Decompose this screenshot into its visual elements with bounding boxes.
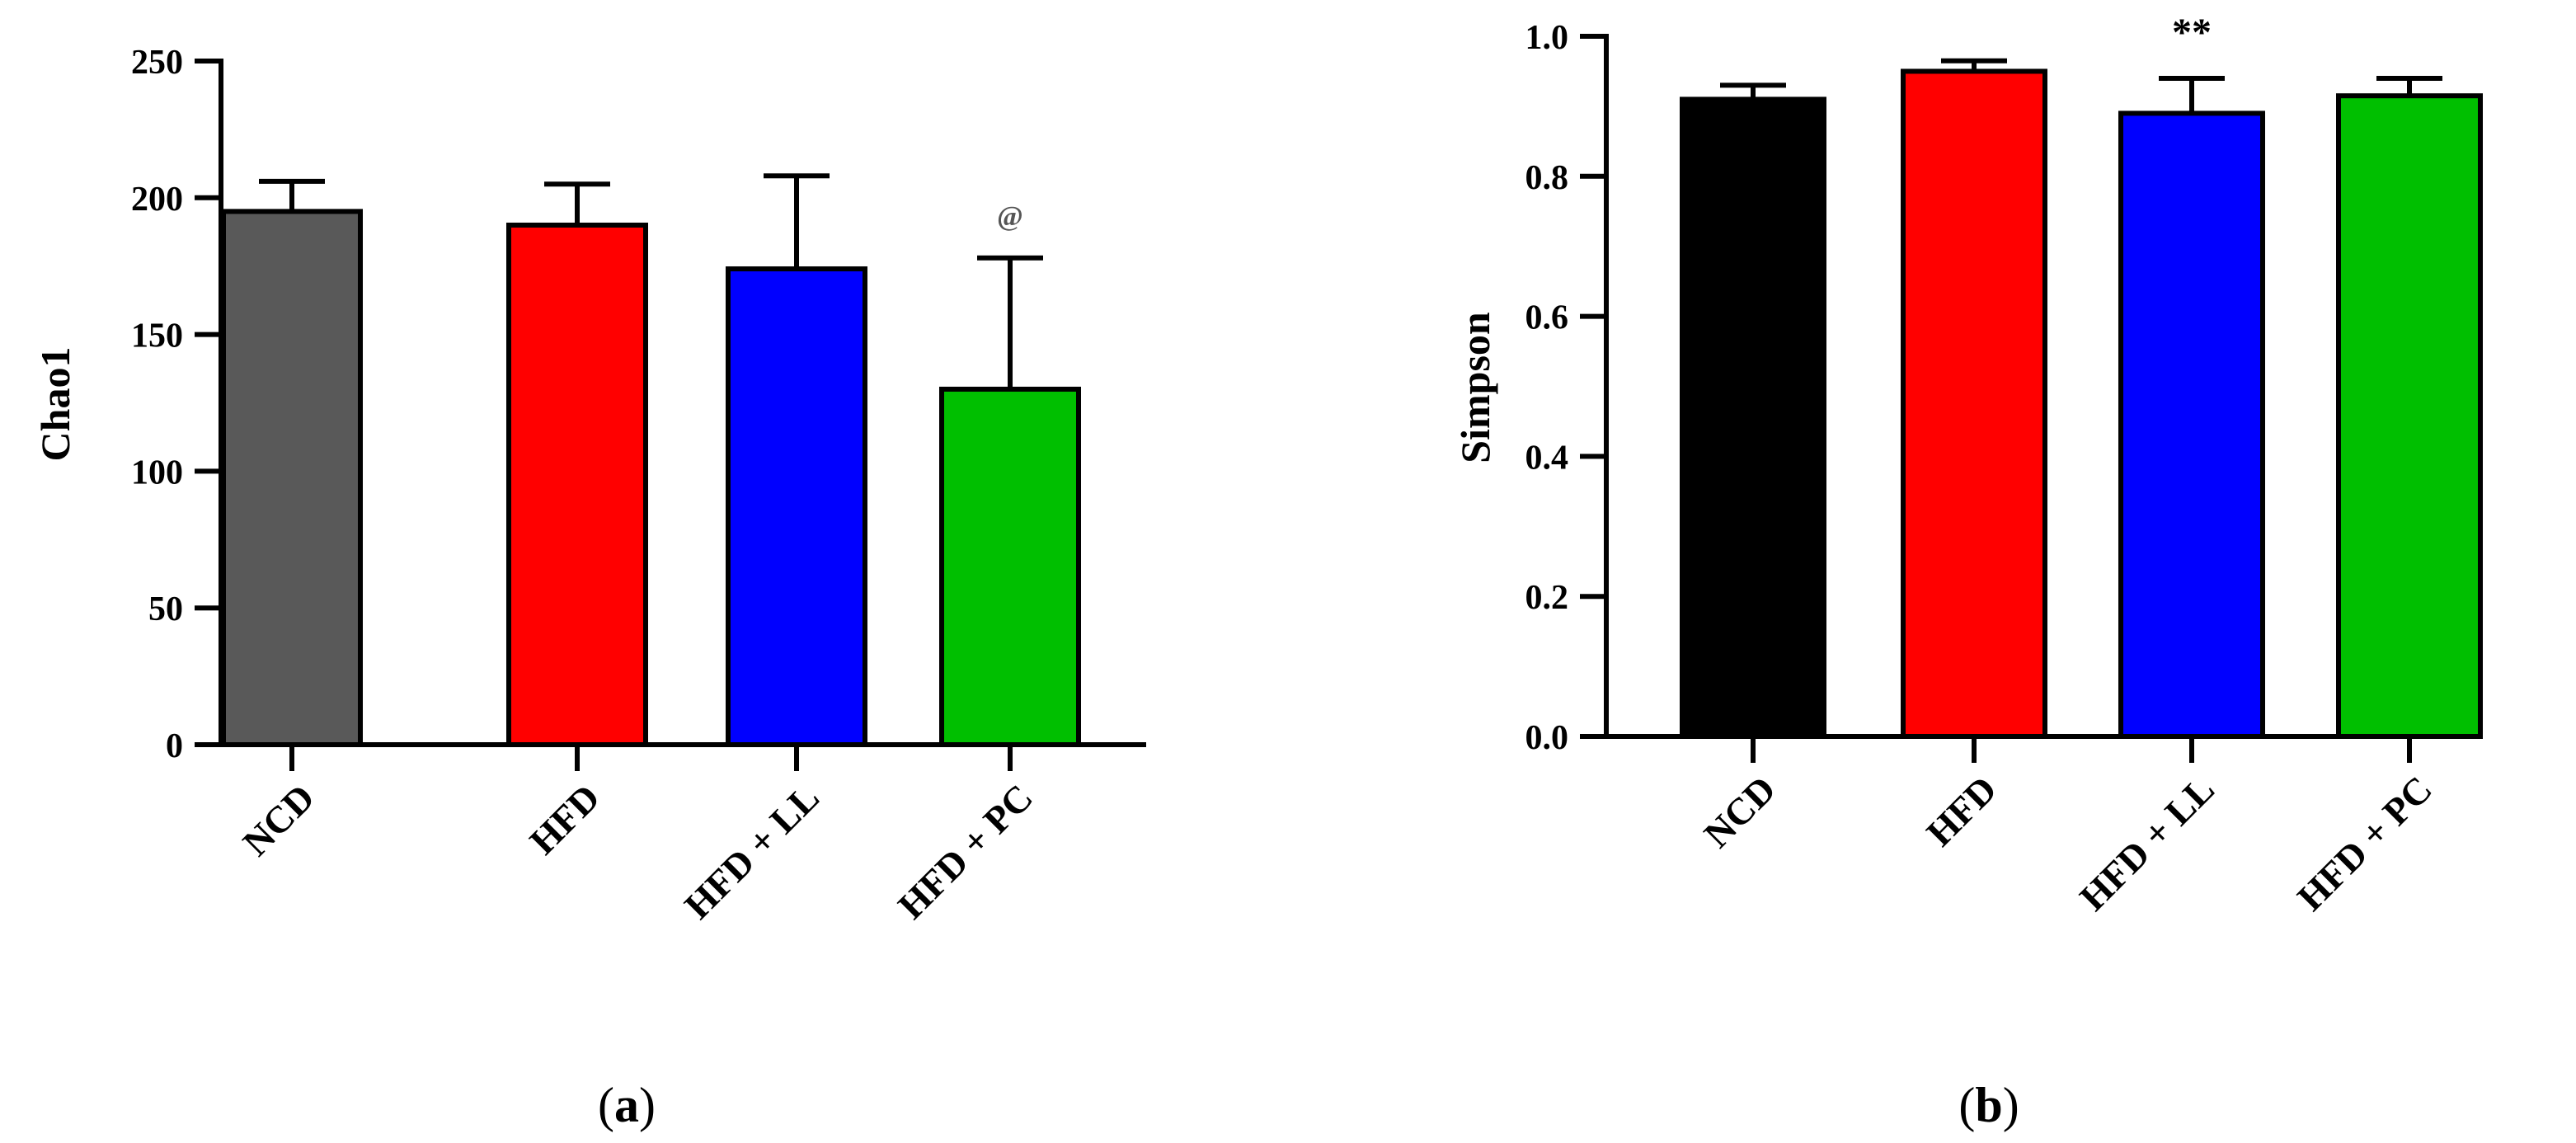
x-tick-label: HFD + LL: [2071, 768, 2222, 919]
x-tick-label: HFD + LL: [676, 776, 827, 927]
x-tick-label: NCD: [1696, 768, 1784, 856]
y-tick-label: 0: [166, 727, 183, 765]
y-tick-label: 250: [131, 44, 183, 82]
y-axis-label: Simpson: [1452, 312, 1498, 463]
panel-label-close: ): [639, 1078, 656, 1132]
panel-label-letter: a: [614, 1078, 639, 1132]
y-tick-label: 150: [131, 318, 183, 355]
y-tick-label: 200: [131, 181, 183, 219]
chart-panel-b: ** 0.0 0.2 0.4 0.6 0.8 1.0 NCD HFD HFD + LL HFD + …: [1452, 11, 2483, 1132]
significance-label: **: [2172, 11, 2212, 54]
panel-label: (b): [1958, 1078, 2019, 1132]
bar: [939, 386, 1081, 747]
panel-label-open: (: [1958, 1078, 1975, 1132]
y-tick-label: 100: [131, 454, 183, 492]
y-tick-label: 0.0: [1525, 719, 1569, 757]
y-tick-label: 0.8: [1525, 159, 1569, 197]
bar: [726, 266, 867, 747]
y-tick-label: 0.6: [1525, 299, 1569, 337]
bar: [221, 209, 363, 747]
panel-label-open: (: [598, 1078, 614, 1132]
y-tick-label: 50: [148, 590, 183, 628]
y-tick-label: 1.0: [1525, 19, 1569, 57]
x-tick-label: HFD + PC: [2289, 768, 2440, 919]
panel-label-close: ): [2003, 1078, 2019, 1132]
panel-label: (a): [598, 1078, 656, 1132]
bar: [1680, 96, 1826, 740]
x-tick-label: NCD: [235, 776, 323, 864]
significance-label: @: [997, 201, 1023, 232]
bar: [2336, 93, 2483, 740]
panel-label-letter: b: [1975, 1078, 2002, 1132]
x-tick-label: HFD: [1918, 768, 2005, 854]
chart-panel-a: @0 50 100 150 200 250 NCD HFD HFD + LL HFD + PC Ch…: [32, 44, 1146, 1132]
bar: [506, 222, 648, 747]
x-tick-label: HFD: [521, 776, 608, 863]
x-tick-label: HFD + PC: [890, 776, 1041, 927]
bar: [2118, 111, 2265, 739]
y-axis-label: Chao1: [32, 347, 78, 462]
bar: [1901, 68, 2047, 739]
y-tick-label: 0.4: [1525, 439, 1569, 477]
y-tick-label: 0.2: [1525, 579, 1569, 617]
